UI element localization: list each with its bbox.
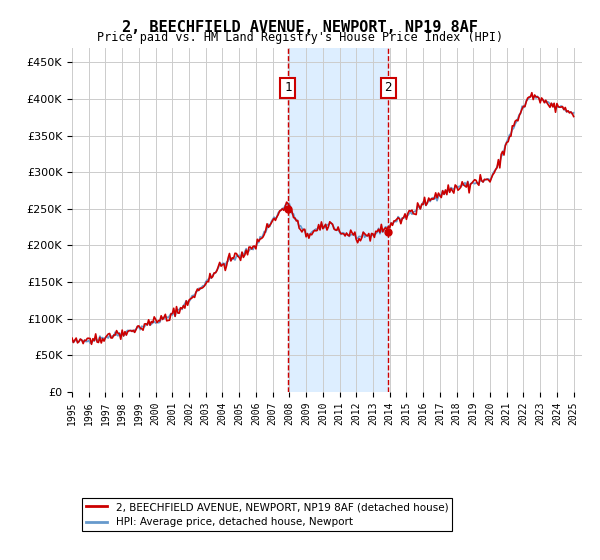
Text: 1: 1 <box>284 81 292 95</box>
Bar <box>288 48 388 392</box>
Text: 2, BEECHFIELD AVENUE, NEWPORT, NP19 8AF: 2, BEECHFIELD AVENUE, NEWPORT, NP19 8AF <box>122 20 478 35</box>
Text: 2: 2 <box>385 81 392 95</box>
Text: Price paid vs. HM Land Registry's House Price Index (HPI): Price paid vs. HM Land Registry's House … <box>97 31 503 44</box>
Legend: 2, BEECHFIELD AVENUE, NEWPORT, NP19 8AF (detached house), HPI: Average price, de: 2, BEECHFIELD AVENUE, NEWPORT, NP19 8AF … <box>82 498 452 531</box>
